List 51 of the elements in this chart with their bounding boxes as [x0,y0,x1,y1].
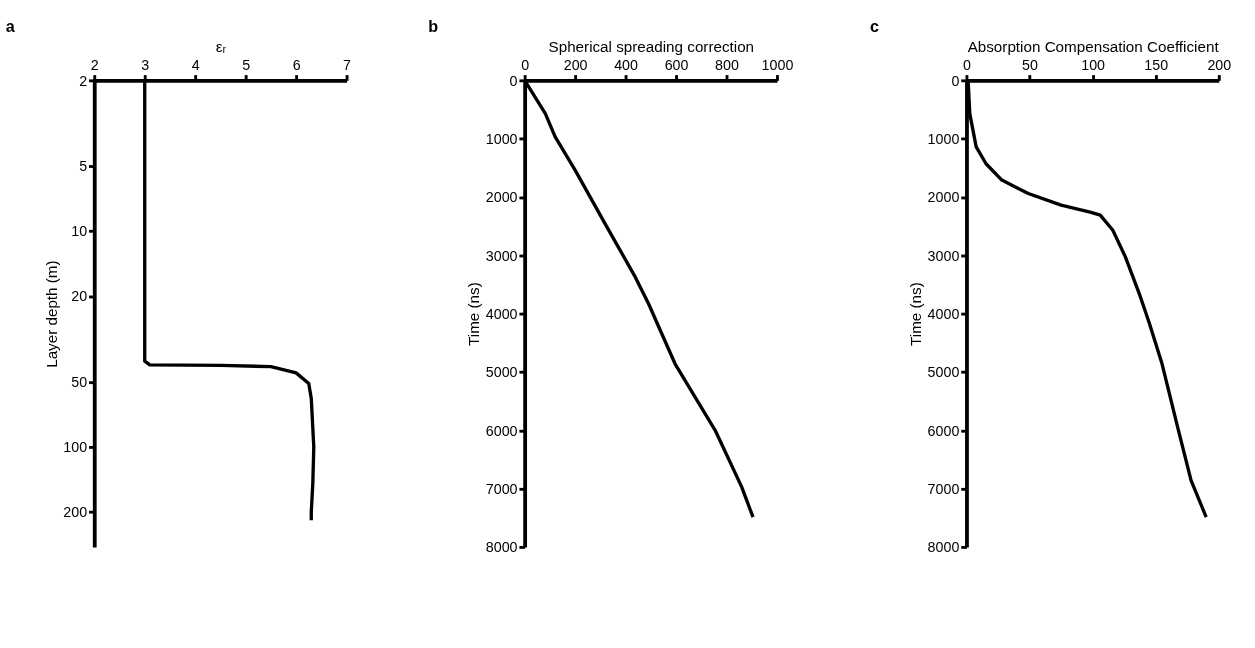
x-axis-title: Spherical spreading correction [548,38,755,56]
x-tick-label: 400 [614,57,639,74]
x-axis-title: Absorption Compensation Coefficient [967,38,1220,56]
y-tick-label: 6000 [485,422,518,439]
chart-title: a [5,16,16,35]
y-tick-label: 2000 [927,189,960,206]
y-tick-label: 5000 [485,364,518,381]
y-tick-label: 5000 [927,364,960,381]
y-tick-label: 5 [79,158,88,175]
y-tick-label: 20 [71,288,88,305]
y-tick-label: 200 [63,504,88,521]
x-tick-label: 2 [90,57,99,74]
x-tick-label: 50 [1022,57,1039,74]
x-tick-label: 150 [1144,57,1169,74]
y-tick-label: 1000 [485,130,518,147]
x-tick-label: 3 [141,57,150,74]
y-axis-title: Layer depth (m) [42,260,60,368]
x-tick-label: 100 [1081,57,1106,74]
y-tick-label: 8000 [485,539,518,556]
y-tick-label: 4000 [927,305,960,322]
y-tick-label: 0 [509,72,518,89]
y-tick-label: 4000 [485,305,518,322]
y-tick-label: 50 [71,374,88,391]
y-tick-label: 0 [951,72,960,89]
x-tick-label: 200 [563,57,588,74]
x-tick-label: 5 [242,57,251,74]
y-tick-label: 2 [79,72,88,89]
x-tick-label: 7 [343,57,352,74]
y-tick-label: 3000 [485,247,518,264]
y-tick-label: 2000 [485,189,518,206]
x-tick-label: 600 [664,57,689,74]
x-tick-label: 1000 [761,57,794,74]
y-tick-label: 7000 [927,480,960,497]
y-tick-label: 6000 [927,422,960,439]
y-tick-label: 10 [71,223,88,240]
x-tick-label: 0 [521,57,530,74]
y-tick-label: 7000 [485,480,518,497]
y-tick-label: 8000 [927,539,960,556]
y-tick-label: 100 [63,439,88,456]
chart-title: c [869,16,879,35]
x-axis-title: εᵣ [215,38,227,56]
x-tick-label: 200 [1207,57,1232,74]
y-axis-title: Time (ns) [465,282,483,346]
x-tick-label: 6 [292,57,301,74]
x-tick-label: 4 [191,57,200,74]
y-tick-label: 3000 [927,247,960,264]
y-tick-label: 1000 [927,130,960,147]
x-tick-label: 0 [962,57,971,74]
y-axis-title: Time (ns) [906,282,924,346]
x-tick-label: 800 [715,57,739,74]
chart-title: b [428,16,439,35]
